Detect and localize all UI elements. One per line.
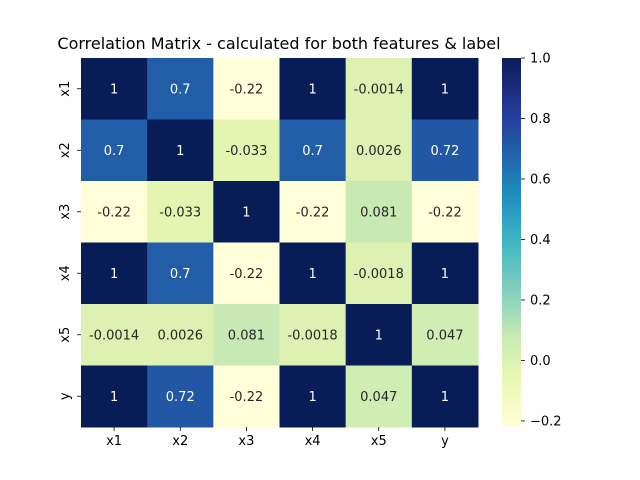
cell-annotation: 1 — [110, 267, 118, 282]
heatmap-cell — [411, 119, 479, 182]
cell-annotation: 1 — [110, 82, 118, 97]
cell-annotation: -0.0018 — [354, 267, 404, 282]
heatmap-cell — [81, 365, 148, 428]
cell-annotation: 0.72 — [430, 144, 459, 159]
cell-annotation: 0.0026 — [356, 144, 402, 159]
chart-title: Correlation Matrix - calculated for both… — [57, 34, 500, 53]
cell-annotation: 0.081 — [228, 328, 265, 343]
colorbar-tick-label: 0.8 — [530, 112, 551, 127]
x-tick-label: y — [441, 434, 449, 449]
x-tick-label: x4 — [305, 434, 321, 449]
heatmap-cell — [213, 119, 280, 182]
heatmap-cell — [213, 242, 280, 305]
heatmap-cell — [213, 181, 280, 243]
heatmap-cell — [411, 304, 479, 366]
cell-annotation: 0.0026 — [158, 328, 204, 343]
cell-annotation: 0.72 — [166, 390, 195, 405]
colorbar — [502, 58, 521, 427]
heatmap-cell — [81, 58, 148, 120]
heatmap-cell — [411, 58, 479, 120]
y-tick-label: x1 — [58, 81, 73, 97]
heatmap-cell — [411, 242, 479, 305]
cell-annotation: 1 — [308, 267, 316, 282]
cell-annotation: -0.0018 — [287, 328, 337, 343]
heatmap-cell — [279, 242, 347, 305]
heatmap-cell — [213, 365, 280, 428]
heatmap-cell — [345, 304, 413, 366]
x-axis-ticks: x1 x2 x3 x4 x5 y — [106, 427, 449, 449]
heatmap-cell — [279, 58, 347, 120]
cell-annotation: 1 — [242, 205, 250, 220]
cell-annotation: -0.22 — [97, 205, 131, 220]
cell-annotation: 0.047 — [360, 390, 397, 405]
cell-annotation: 0.047 — [426, 328, 463, 343]
heatmap-cell — [81, 304, 148, 366]
cell-annotation: -0.0014 — [354, 82, 404, 97]
colorbar-tick-label: 0.0 — [530, 354, 551, 369]
cell-annotation: -0.033 — [159, 205, 201, 220]
heatmap-cell — [279, 119, 347, 182]
heatmap-cell — [81, 119, 148, 182]
cell-annotation: 1 — [441, 267, 449, 282]
x-tick-label: x5 — [371, 434, 387, 449]
cell-annotation: 1 — [441, 82, 449, 97]
heatmap-cell — [147, 365, 214, 428]
y-axis-ticks: x1 x2 x3 x4 x5 y — [58, 81, 81, 400]
colorbar-tick-label: 0.6 — [530, 172, 551, 187]
heatmap-cell — [147, 119, 214, 182]
heatmap-cell — [81, 181, 148, 243]
heatmap-cell — [345, 242, 413, 305]
heatmap-cell — [147, 242, 214, 305]
cell-annotation: 0.7 — [170, 82, 191, 97]
cell-annotation: -0.0014 — [89, 328, 139, 343]
cell-annotation: -0.22 — [428, 205, 462, 220]
cell-annotation: 1 — [375, 328, 383, 343]
heatmap-cell — [345, 365, 413, 428]
heatmap-cells: 1 0.7 -0.22 1 -0.0014 1 0.7 1 -0.033 0.7 0.0026 0.7… — [81, 58, 479, 428]
heatmap-cell — [81, 242, 148, 305]
y-tick-label: x2 — [58, 142, 73, 158]
cell-annotation: 1 — [308, 390, 316, 405]
cell-annotation: 0.081 — [360, 205, 397, 220]
cell-annotation: 0.7 — [170, 267, 191, 282]
heatmap-cell — [279, 304, 347, 366]
x-tick-label: x1 — [106, 434, 122, 449]
cell-annotation: 1 — [176, 144, 184, 159]
y-tick-label: y — [58, 392, 73, 400]
cell-annotation: -0.033 — [225, 144, 267, 159]
cell-annotation: 0.7 — [302, 144, 323, 159]
heatmap-cell — [147, 181, 214, 243]
y-tick-label: x3 — [58, 204, 73, 220]
cell-annotation: -0.22 — [230, 267, 264, 282]
heatmap-cell — [345, 58, 413, 120]
cell-annotation: -0.22 — [296, 205, 330, 220]
colorbar-tick-label: 1.0 — [530, 52, 551, 67]
heatmap-cell — [147, 304, 214, 366]
x-tick-label: x3 — [238, 434, 254, 449]
colorbar-tick-label: 0.2 — [530, 293, 551, 308]
cell-annotation: 1 — [110, 390, 118, 405]
cell-annotation: -0.22 — [230, 390, 264, 405]
y-tick-label: x5 — [58, 327, 73, 343]
heatmap-cell — [411, 181, 479, 243]
cell-annotation: 1 — [441, 390, 449, 405]
colorbar-tick-label: −0.2 — [530, 414, 562, 429]
heatmap-cell — [213, 58, 280, 120]
x-tick-label: x2 — [172, 434, 188, 449]
cell-annotation: -0.22 — [230, 82, 264, 97]
cell-annotation: 1 — [308, 82, 316, 97]
colorbar-ticks: 1.0 0.8 0.6 0.4 0.2 0.0 −0.2 — [521, 52, 562, 429]
heatmap-cell — [345, 181, 413, 243]
heatmap-cell — [345, 119, 413, 182]
colorbar-tick-label: 0.4 — [530, 233, 551, 248]
heatmap-cell — [147, 58, 214, 120]
cell-annotation: 0.7 — [104, 144, 125, 159]
heatmap-cell — [279, 181, 347, 243]
y-tick-label: x4 — [58, 265, 73, 281]
heatmap-cell — [279, 365, 347, 428]
heatmap-cell — [213, 304, 280, 366]
heatmap-cell — [411, 365, 479, 428]
